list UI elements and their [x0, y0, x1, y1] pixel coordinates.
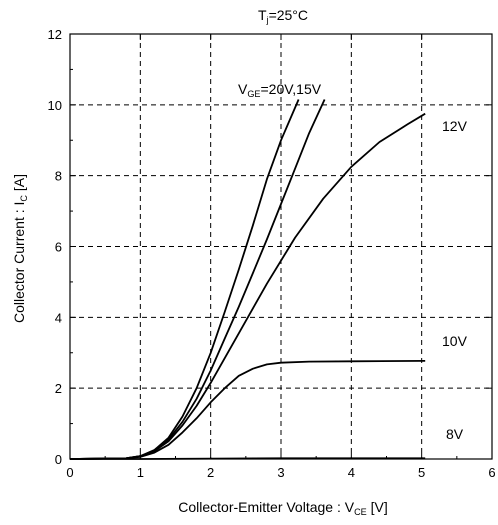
x-axis-label: Collector-Emitter Voltage : VCE [V]: [178, 499, 388, 517]
y-axis-label: Collector Current : IC [A]: [11, 174, 29, 323]
series-line-4: [70, 457, 426, 460]
y-tick-label: 10: [48, 98, 62, 113]
series-label-10v: 10V: [442, 333, 468, 349]
y-tick-label: 4: [55, 310, 62, 325]
series-label-12v: 12V: [442, 118, 468, 134]
y-tick-label: 8: [55, 169, 62, 184]
y-tick-label: 0: [55, 452, 62, 467]
series-line-2: [69, 112, 426, 460]
y-tick-label: 2: [55, 381, 62, 396]
y-tick-label: 6: [55, 240, 62, 255]
y-tick-label: 12: [48, 27, 62, 42]
x-tick-label: 3: [277, 465, 284, 480]
series-line-0: [69, 99, 300, 460]
x-tick-label: 2: [207, 465, 214, 480]
x-tick-label: 6: [488, 465, 495, 480]
x-tick-label: 4: [348, 465, 355, 480]
series-label-vge: VGE=20V,15V: [238, 81, 322, 99]
x-tick-label: 1: [137, 465, 144, 480]
x-tick-label: 0: [66, 465, 73, 480]
series-line-3: [69, 360, 426, 460]
chart-title: Tj=25°C: [258, 7, 308, 25]
series-label-8v: 8V: [446, 426, 464, 442]
x-tick-label: 5: [418, 465, 425, 480]
